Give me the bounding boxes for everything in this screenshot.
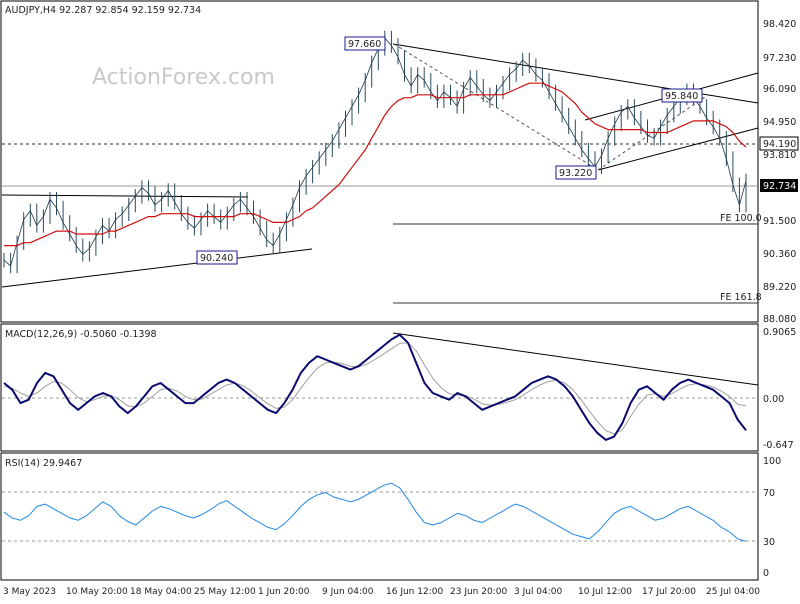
rsi-panel-label: RSI(14) 29.9467	[5, 458, 82, 469]
annotation-93220: 93.220	[555, 165, 597, 180]
svg-text:95.840: 95.840	[665, 91, 698, 102]
price-tick: 93.810	[763, 150, 796, 161]
macd-series	[3, 333, 747, 441]
triangle-bottom-line	[1, 248, 313, 288]
ema-line	[4, 82, 747, 247]
price-close-line	[3, 37, 747, 267]
price-panel-frame	[0, 0, 759, 323]
x-tick: 25 Jul 04:00	[706, 587, 760, 597]
price-tick: 89.220	[763, 282, 796, 293]
down-trendline	[392, 43, 759, 104]
zigzag-dashed-1	[393, 43, 599, 171]
annotation-90240: 90.240	[196, 250, 238, 265]
x-tick: 17 Jul 20:00	[642, 587, 696, 597]
macd-tick: 0.00	[763, 394, 784, 405]
zigzag-dashed-2	[597, 96, 706, 171]
rsi-tick: 100	[763, 456, 781, 467]
macd-tick: -0.647	[763, 440, 794, 451]
fe100-label: FE 100.0	[720, 213, 762, 224]
price-tick: 97.230	[763, 53, 796, 64]
resistance-level-box	[759, 136, 799, 151]
x-tick: 16 Jun 12:00	[386, 587, 443, 597]
price-tick: 91.500	[763, 216, 796, 227]
rsi-tick: 70	[763, 488, 775, 499]
rsi-tick: 0	[763, 568, 769, 579]
triangle-top-line	[1, 194, 249, 198]
x-tick: 3 May 2023	[3, 587, 56, 597]
macd-panel-label: MACD(12,26,9) -0.5060 -0.1398	[5, 329, 157, 340]
macd-tick: 0.9065	[763, 327, 796, 338]
price-tick: 94.950	[763, 117, 796, 128]
price-panel-title: AUDJPY,H4 92.287 92.854 92.159 92.734	[5, 5, 201, 16]
current-price-box	[760, 179, 798, 192]
price-tick: 96.090	[763, 84, 796, 95]
fe1618-label: FE 161.8	[720, 292, 762, 303]
x-tick: 10 May 20:00	[66, 587, 128, 597]
macd-trendline	[392, 332, 759, 386]
channel-lower-line	[597, 127, 759, 171]
x-axis: 3 May 2023 10 May 20:00 18 May 04:00 25 …	[3, 587, 760, 597]
svg-text:97.660: 97.660	[348, 39, 381, 50]
x-tick: 9 Jun 04:00	[322, 587, 374, 597]
x-tick: 25 May 12:00	[194, 587, 256, 597]
price-tick: 88.080	[763, 314, 796, 325]
x-tick: 3 Jul 04:00	[514, 587, 563, 597]
macd-panel-frame	[0, 323, 759, 452]
price-y-axis: 98.420 97.230 96.090 94.950 93.810 91.50…	[759, 19, 799, 325]
resistance-level-label: 94.190	[763, 139, 796, 150]
x-tick: 10 Jul 12:00	[578, 587, 632, 597]
rsi-series	[3, 482, 747, 542]
macd-y-axis: 0.9065 0.00 -0.647	[763, 327, 796, 451]
rsi-tick: 30	[763, 537, 775, 548]
price-tick: 98.420	[763, 19, 796, 30]
x-tick: 1 Jun 20:00	[258, 587, 310, 597]
price-series	[3, 30, 747, 274]
macd-line	[3, 333, 747, 441]
annotation-95840: 95.840	[661, 88, 703, 103]
macd-signal-line	[3, 342, 747, 435]
x-tick: 18 May 04:00	[130, 587, 192, 597]
watermark-text: ActionForex.com	[92, 65, 275, 90]
svg-text:90.240: 90.240	[200, 253, 233, 264]
rsi-panel-frame	[0, 452, 759, 581]
current-price-label: 92.734	[763, 181, 796, 192]
price-tick: 90.360	[763, 249, 796, 260]
rsi-line	[3, 482, 747, 542]
annotation-97660: 97.660	[344, 36, 386, 51]
price-drawings	[1, 43, 759, 304]
x-tick: 23 Jun 20:00	[450, 587, 507, 597]
rsi-y-axis: 100 70 30 0	[763, 456, 781, 579]
svg-text:93.220: 93.220	[559, 168, 592, 179]
